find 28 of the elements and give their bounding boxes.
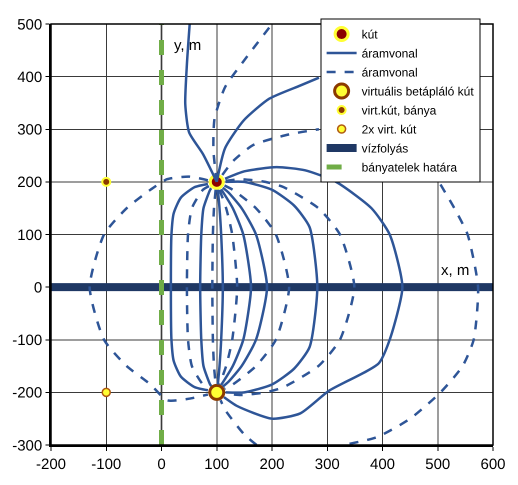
x-tick-label: 500 bbox=[425, 456, 450, 473]
x-axis-title: x, m bbox=[441, 262, 470, 279]
x-tick-label: 100 bbox=[204, 456, 230, 473]
x-tick-label: 300 bbox=[314, 456, 340, 473]
y-tick-label: 0 bbox=[34, 279, 42, 296]
y-tick-label: -200 bbox=[12, 384, 42, 402]
legend-label: 2x virt. kút bbox=[362, 122, 417, 137]
x-tick-label: 600 bbox=[480, 456, 506, 473]
legend-label: kút bbox=[362, 28, 378, 42]
x-tick-label: 200 bbox=[259, 456, 285, 473]
legend-label: virtuális betápláló kút bbox=[362, 84, 474, 99]
legend-label: áramvonal bbox=[362, 46, 418, 61]
y-tick-label: 500 bbox=[17, 16, 42, 34]
legend-label: bányatelek határa bbox=[362, 160, 458, 175]
y-tick-label: 200 bbox=[17, 174, 42, 192]
legend-label: vízfolyás bbox=[362, 142, 408, 156]
y-axis-title: y, m bbox=[174, 37, 202, 54]
y-tick-label: -100 bbox=[12, 332, 42, 349]
x-tick-label: 0 bbox=[157, 456, 166, 473]
y-tick-label: 400 bbox=[17, 68, 42, 86]
y-tick-label: 300 bbox=[17, 122, 42, 138]
x-tick-label: -100 bbox=[91, 456, 122, 473]
legend-label: áramvonal bbox=[362, 66, 418, 80]
x-tick-label: 400 bbox=[370, 456, 396, 473]
legend-label: virt.kút, bánya bbox=[362, 104, 437, 118]
x-tick-label: -200 bbox=[36, 456, 66, 473]
y-tick-label: -300 bbox=[12, 437, 42, 454]
y-tick-label: 100 bbox=[17, 226, 42, 244]
